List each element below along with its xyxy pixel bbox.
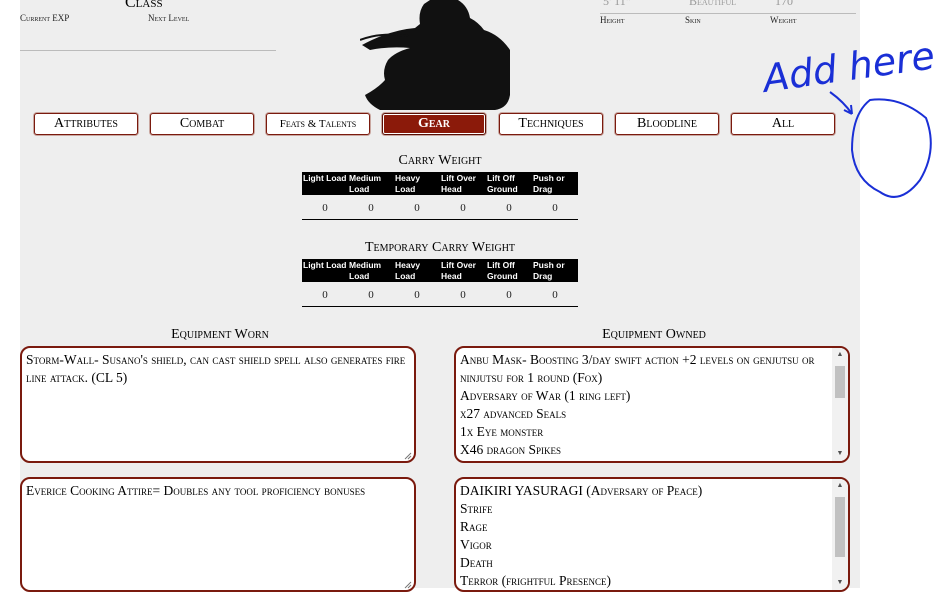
class-label: Class <box>125 0 163 11</box>
height-label: Height <box>600 15 625 25</box>
scrollbar-thumb[interactable] <box>835 366 845 398</box>
next-level-label: Next Level <box>148 13 190 23</box>
equipment-worn-text[interactable]: Storm-Wall- Susano's shield, can cast sh… <box>26 352 409 385</box>
equipment-owned-title: Equipment Owned <box>602 327 706 342</box>
header-cell: Heavy Load <box>395 260 421 281</box>
weight-label: Weight <box>770 15 797 25</box>
weight-value[interactable]: 170 <box>775 0 793 8</box>
equipment-owned-field[interactable]: Anbu Mask- Boosting 3/day swift action +… <box>454 346 850 463</box>
value-cell: 0 <box>552 289 558 301</box>
value-cell: 0 <box>322 289 328 301</box>
tab-bloodline[interactable]: Bloodline <box>615 113 719 135</box>
annotation-text: Add here <box>760 33 937 101</box>
character-portrait <box>360 0 510 110</box>
carry-weight-title: Carry Weight <box>398 153 482 168</box>
tab-feats-talents[interactable]: Feats & Talents <box>266 113 370 135</box>
header-cell: Lift Off Ground <box>487 173 518 194</box>
skin-label: Skin <box>685 15 701 25</box>
header-cell: Heavy Load <box>395 173 421 194</box>
equipment-owned-text-2[interactable]: DAIKIRI YASURAGI (Adversary of Peace) St… <box>460 483 703 588</box>
carry-weight-values: 0 0 0 0 0 0 <box>302 197 578 220</box>
scrollbar[interactable]: ▲ ▼ <box>832 479 848 590</box>
tab-combat[interactable]: Combat <box>150 113 254 135</box>
header-cell: Medium Load <box>349 173 382 194</box>
header-cell: Light Load <box>303 173 347 183</box>
temp-carry-weight-values: 0 0 0 0 0 0 <box>302 284 578 307</box>
scroll-down-arrow-icon[interactable]: ▼ <box>836 450 844 457</box>
value-cell: 0 <box>506 289 512 301</box>
scroll-up-arrow-icon[interactable]: ▲ <box>836 351 844 358</box>
value-cell: 0 <box>460 202 466 214</box>
equipment-owned-field-2[interactable]: DAIKIRI YASURAGI (Adversary of Peace) St… <box>454 477 850 592</box>
resize-handle-icon[interactable] <box>404 452 412 460</box>
tab-attributes[interactable]: Attributes <box>34 113 138 135</box>
header-cell: Medium Load <box>349 260 382 281</box>
temp-carry-weight-title: Temporary Carry Weight <box>364 240 516 255</box>
equipment-worn-field-2[interactable]: Everice Cooking Attire= Doubles any tool… <box>20 477 416 592</box>
scroll-up-arrow-icon[interactable]: ▲ <box>836 482 844 489</box>
value-cell: 0 <box>368 289 374 301</box>
value-cell: 0 <box>368 202 374 214</box>
header-cell: Push or Drag <box>533 173 565 194</box>
header-cell: Push or Drag <box>533 260 565 281</box>
equipment-worn-field[interactable]: Storm-Wall- Susano's shield, can cast sh… <box>20 346 416 463</box>
tab-all[interactable]: All <box>731 113 835 135</box>
tab-gear[interactable]: Gear <box>382 113 486 135</box>
scrollbar[interactable]: ▲ ▼ <box>832 348 848 461</box>
carry-weight-header: Light Load Medium Load Heavy Load Lift O… <box>302 172 578 195</box>
header-cell: Lift Over Head <box>441 260 476 281</box>
value-cell: 0 <box>506 202 512 214</box>
current-exp-label: Current EXP <box>20 13 70 23</box>
tab-techniques[interactable]: Techniques <box>499 113 603 135</box>
value-cell: 0 <box>460 289 466 301</box>
header-cell: Light Load <box>303 260 347 270</box>
equipment-owned-text[interactable]: Anbu Mask- Boosting 3/day swift action +… <box>460 352 815 457</box>
value-cell: 0 <box>414 289 420 301</box>
temp-carry-weight-header: Light Load Medium Load Heavy Load Lift O… <box>302 259 578 282</box>
equipment-worn-title: Equipment Worn <box>171 327 269 342</box>
scroll-down-arrow-icon[interactable]: ▼ <box>836 579 844 586</box>
value-cell: 0 <box>322 202 328 214</box>
value-cell: 0 <box>414 202 420 214</box>
divider <box>20 50 276 51</box>
height-value[interactable]: 5' 11" <box>603 0 631 8</box>
handwritten-annotation: Add here <box>760 33 937 198</box>
equipment-worn-text-2[interactable]: Everice Cooking Attire= Doubles any tool… <box>26 483 366 498</box>
header-cell: Lift Off Ground <box>487 260 518 281</box>
header-cell: Lift Over Head <box>441 173 476 194</box>
value-cell: 0 <box>552 202 558 214</box>
skin-value[interactable]: Beautiful <box>689 0 737 8</box>
scrollbar-thumb[interactable] <box>835 497 845 557</box>
divider <box>600 13 856 14</box>
